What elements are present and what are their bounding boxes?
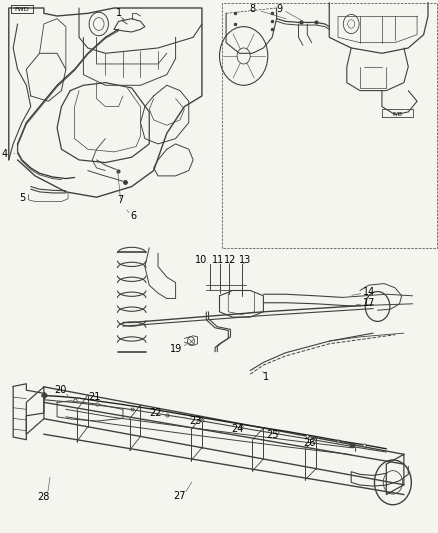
Text: 20: 20	[54, 385, 67, 395]
Text: 1: 1	[115, 9, 121, 18]
Text: FWD: FWD	[14, 7, 29, 12]
Text: 14: 14	[362, 287, 374, 296]
Text: 26: 26	[303, 439, 315, 448]
Text: 22: 22	[149, 408, 162, 418]
Text: 23: 23	[189, 416, 201, 426]
Text: 21: 21	[88, 392, 100, 402]
Text: 9: 9	[276, 4, 282, 13]
Text: 19: 19	[170, 344, 182, 354]
Text: F/B: F/B	[392, 111, 401, 116]
Text: 28: 28	[38, 492, 50, 502]
Text: 6: 6	[131, 212, 137, 221]
Text: 17: 17	[362, 298, 374, 308]
Text: 25: 25	[265, 431, 278, 440]
Text: 12: 12	[224, 255, 236, 264]
Text: 11: 11	[211, 255, 223, 264]
Text: 7: 7	[117, 195, 124, 205]
Text: 24: 24	[230, 424, 243, 434]
Text: 10: 10	[194, 255, 207, 264]
Text: 8: 8	[249, 4, 255, 13]
Text: 4: 4	[1, 149, 7, 158]
Text: 13: 13	[238, 255, 251, 264]
Text: 27: 27	[173, 491, 186, 500]
Text: 5: 5	[19, 193, 25, 203]
Text: 1: 1	[262, 373, 268, 382]
